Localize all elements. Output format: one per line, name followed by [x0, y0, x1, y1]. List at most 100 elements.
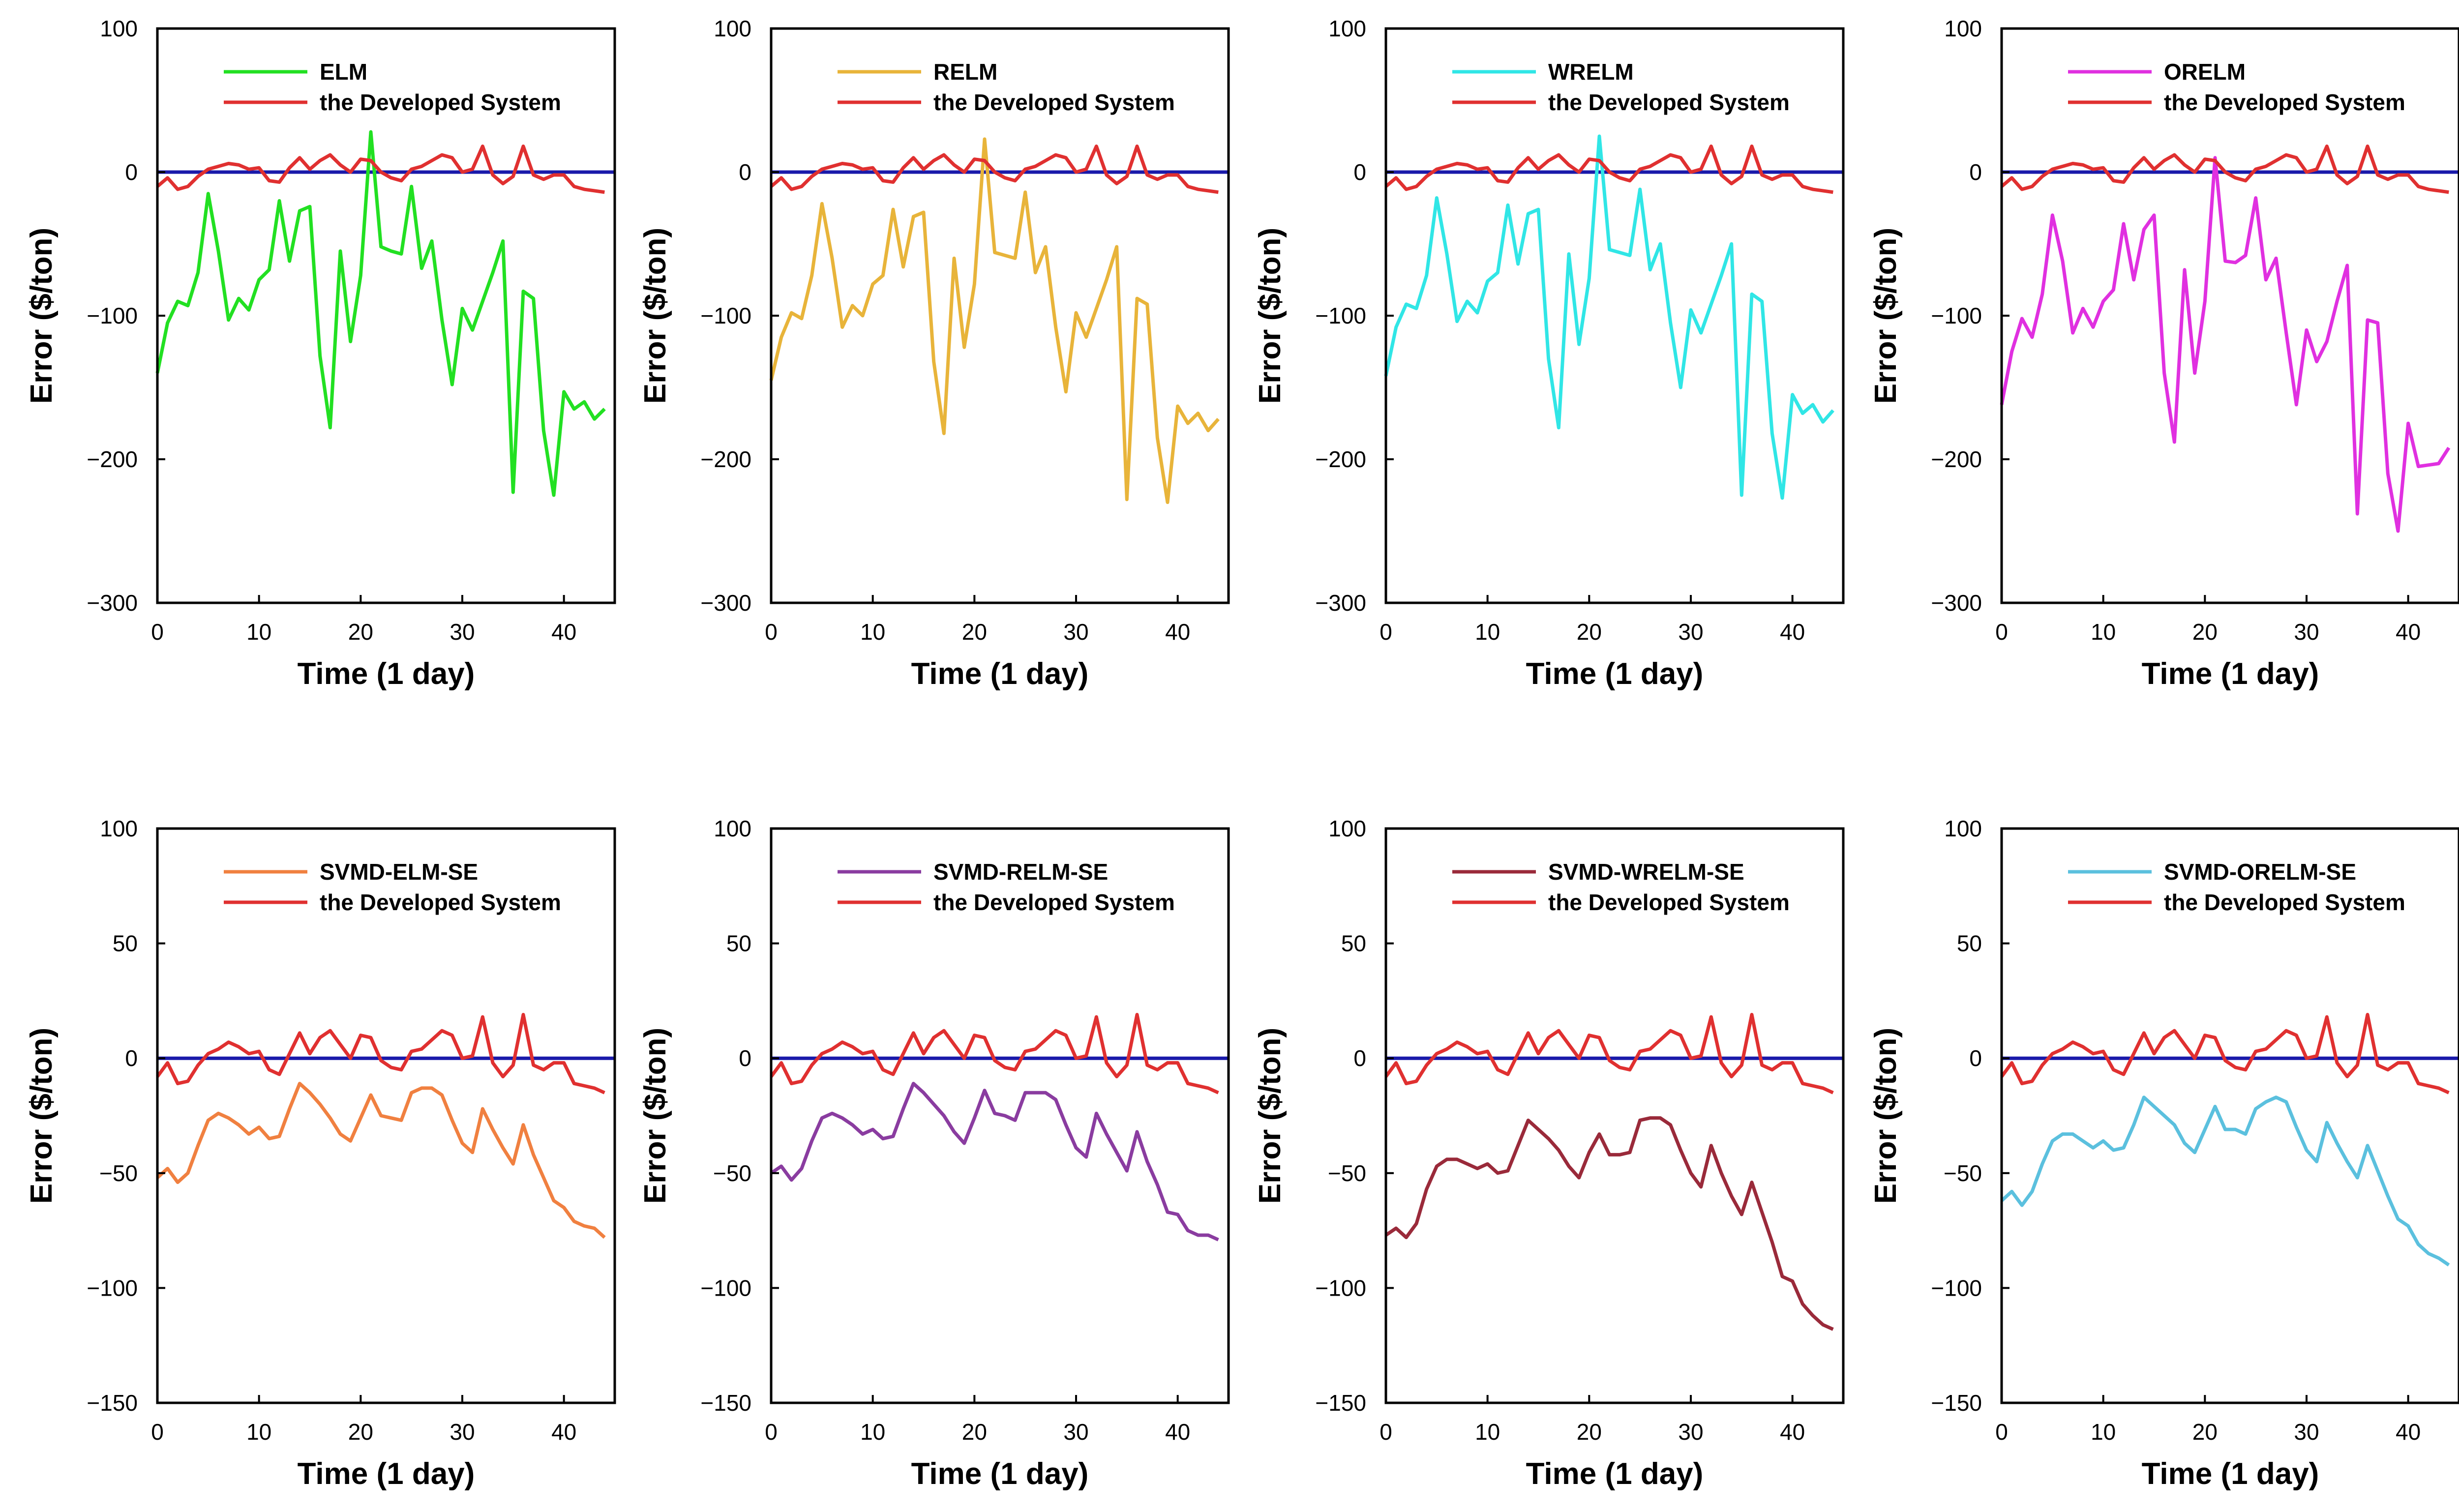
series-line-model	[2000, 1096, 2450, 1267]
y-tick-label: −150	[1931, 1390, 1982, 1416]
legend-entry-label: ELM	[320, 59, 367, 85]
legend-entry-label: the Developed System	[320, 89, 561, 115]
x-tick-label: 30	[1063, 1419, 1088, 1445]
chart-panel-2: −300 −200 −100 0 100 0 10 20 30 40 Time (1 day) Err…	[638, 16, 1230, 691]
y-tick-label: −300	[1931, 590, 1982, 616]
x-axis-label: Time (1 day)	[2142, 1457, 2319, 1491]
y-tick-label: 100	[1328, 816, 1366, 841]
legend-entry-label: the Developed System	[1548, 889, 1790, 915]
chart-panel-4: −300 −200 −100 0 100 0 10 20 30 40 Time (1 day) Err…	[1869, 16, 2459, 691]
x-tick-label: 40	[1165, 619, 1190, 645]
y-tick-label: 100	[1944, 16, 1982, 41]
x-tick-label: 40	[2396, 1419, 2421, 1445]
x-tick-label: 10	[860, 1419, 885, 1445]
y-tick-label: −100	[87, 1275, 138, 1301]
y-tick-label: 0	[125, 1045, 138, 1071]
x-tick-label: 20	[2192, 619, 2218, 645]
legend-entry-label: the Developed System	[1548, 89, 1790, 115]
series-line-model	[1385, 1116, 1834, 1331]
y-tick-label: 50	[1341, 931, 1366, 956]
x-tick-label: 40	[1165, 1419, 1190, 1445]
legend-entry-label: the Developed System	[933, 889, 1175, 915]
x-tick-label: 0	[1995, 619, 2008, 645]
y-tick-label: −150	[700, 1390, 751, 1416]
y-tick-label: 100	[100, 816, 138, 841]
x-tick-label: 10	[2091, 619, 2116, 645]
legend-entry-label: SVMD-ELM-SE	[320, 859, 478, 885]
x-axis-label: Time (1 day)	[911, 657, 1089, 691]
x-tick-label: 20	[962, 1419, 987, 1445]
y-tick-label: 100	[1328, 16, 1366, 41]
series-line-developed-system	[1384, 1012, 1834, 1095]
y-tick-label: −100	[700, 1275, 751, 1301]
y-tick-label: −100	[1931, 1275, 1982, 1301]
chart-panel-7: −150 −100 −50 0 50 100 0 10 20 30 40 Time (1 day) Er…	[1253, 816, 1845, 1491]
x-axis-label: Time (1 day)	[1526, 1457, 1704, 1491]
series-line-model	[770, 1082, 1219, 1242]
series-line-model	[156, 1082, 606, 1239]
chart-panel-1: −300 −200 −100 0 100 0 10 20 30 40 Time (1 day) Err…	[25, 16, 616, 691]
y-tick-label: −300	[700, 590, 751, 616]
y-axis-label: Error ($/ton)	[1869, 228, 1903, 404]
y-tick-label: 0	[1969, 1045, 1982, 1071]
x-tick-label: 10	[246, 1419, 271, 1445]
x-tick-label: 0	[765, 1419, 778, 1445]
y-tick-label: −150	[1315, 1390, 1366, 1416]
x-axis-label: Time (1 day)	[2142, 657, 2319, 691]
x-tick-label: 30	[1678, 1419, 1703, 1445]
series-line-model	[2000, 156, 2451, 533]
x-tick-label: 30	[2294, 1419, 2319, 1445]
y-tick-label: 0	[739, 1045, 751, 1071]
y-axis-label: Error ($/ton)	[1253, 1028, 1287, 1204]
legend-entry-label: the Developed System	[933, 89, 1175, 115]
y-axis-label: Error ($/ton)	[25, 228, 59, 404]
x-axis-label: Time (1 day)	[1526, 657, 1704, 691]
legend-entry-label: the Developed System	[2164, 889, 2405, 915]
y-tick-label: −50	[99, 1160, 138, 1186]
x-tick-label: 0	[765, 619, 778, 645]
chart-panel-3: −300 −200 −100 0 100 0 10 20 30 40 Time (1 day) Err…	[1253, 16, 1845, 691]
y-tick-label: −100	[1315, 1275, 1366, 1301]
plot-frame	[1384, 827, 1845, 1404]
series-line-developed-system	[770, 144, 1219, 194]
legend-entry-label: SVMD-WRELM-SE	[1548, 859, 1744, 885]
y-axis-label: Error ($/ton)	[638, 1028, 672, 1204]
x-tick-label: 10	[2091, 1419, 2116, 1445]
plot-frame	[770, 827, 1230, 1404]
y-axis-label: Error ($/ton)	[1253, 228, 1287, 404]
x-tick-label: 10	[860, 619, 885, 645]
x-tick-label: 20	[2192, 1419, 2218, 1445]
y-tick-label: −100	[87, 303, 138, 328]
x-tick-label: 40	[551, 1419, 576, 1445]
y-axis-label: Error ($/ton)	[638, 228, 672, 404]
x-tick-label: 10	[1475, 1419, 1500, 1445]
x-tick-label: 40	[2396, 619, 2421, 645]
legend-entry-label: ORELM	[2164, 59, 2246, 85]
legend-entry-label: the Developed System	[320, 889, 561, 915]
y-tick-label: −100	[1315, 303, 1366, 328]
y-tick-label: 100	[714, 16, 751, 41]
plot-frame	[156, 827, 616, 1404]
x-tick-label: 30	[450, 1419, 475, 1445]
x-tick-label: 10	[1475, 619, 1500, 645]
x-tick-label: 40	[551, 619, 576, 645]
series-line-model	[155, 130, 606, 497]
x-tick-label: 20	[348, 1419, 373, 1445]
plot-frame	[2000, 827, 2459, 1404]
legend-entry-label: WRELM	[1548, 59, 1634, 85]
y-tick-label: 0	[1969, 159, 1982, 185]
legend-entry-label: SVMD-RELM-SE	[933, 859, 1108, 885]
chart-panel-5: −150 −100 −50 0 50 100 0 10 20 30 40 Time (1 day) Er…	[25, 816, 616, 1491]
x-tick-label: 30	[2294, 619, 2319, 645]
series-line-model	[769, 137, 1220, 504]
y-tick-label: 50	[113, 931, 138, 956]
chart-panel-6: −150 −100 −50 0 50 100 0 10 20 30 40 Time (1 day) Er…	[638, 816, 1230, 1491]
y-tick-label: −300	[87, 590, 138, 616]
series-line-model	[1384, 134, 1834, 500]
x-tick-label: 30	[450, 619, 475, 645]
legend-entry-label: the Developed System	[2164, 89, 2405, 115]
x-axis-label: Time (1 day)	[911, 1457, 1089, 1491]
y-tick-label: −100	[1931, 303, 1982, 328]
chart-panel-8: −150 −100 −50 0 50 100 0 10 20 30 40 Time (1 day) Er…	[1869, 816, 2459, 1491]
